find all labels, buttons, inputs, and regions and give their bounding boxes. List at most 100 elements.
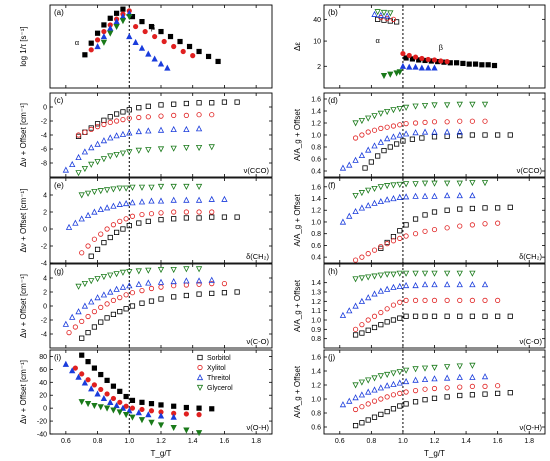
data-point — [339, 401, 347, 408]
panel-e: -4 -2 0 2 4 Δν + Offset [cm⁻¹] (e) δ(CH₂) — [19, 177, 273, 268]
data-point — [371, 414, 378, 420]
data-point — [383, 371, 391, 378]
data-point — [377, 184, 384, 191]
series-threitol — [339, 192, 476, 225]
data-point — [117, 399, 123, 405]
data-point — [84, 401, 92, 408]
data-point — [374, 9, 381, 16]
data-point — [495, 390, 501, 397]
data-point — [365, 202, 372, 209]
data-point — [88, 126, 94, 132]
data-point — [418, 64, 426, 71]
data-point — [421, 180, 429, 187]
data-point — [91, 188, 98, 196]
data-point — [221, 195, 228, 202]
data-point — [148, 298, 155, 304]
data-point — [170, 145, 177, 152]
data-point — [377, 138, 384, 145]
series-xylitol — [72, 365, 202, 418]
data-point — [183, 404, 189, 411]
data-point — [403, 222, 409, 228]
y-tick-label: -20 — [37, 419, 47, 426]
data-point — [107, 114, 113, 120]
data-point — [136, 114, 142, 121]
data-point — [358, 190, 366, 197]
data-point — [359, 404, 365, 410]
legend-label-threitol: Threitol — [207, 375, 231, 382]
data-point — [365, 388, 372, 395]
data-point — [481, 101, 489, 108]
data-point — [97, 404, 104, 411]
x-tick-label: 1.8 — [524, 438, 534, 445]
data-point — [129, 290, 136, 296]
data-point — [390, 238, 397, 244]
data-point — [148, 184, 155, 191]
panel-j: 0.6 0.8 1.0 1.2 1.4 1.6 1.8 0.6 0.8 1.0 1.2 1.4 1.6 A… — [293, 349, 546, 445]
data-point — [469, 192, 476, 199]
data-point — [170, 278, 177, 285]
data-point — [171, 43, 177, 50]
data-point — [403, 401, 409, 407]
data-point — [431, 128, 438, 135]
data-point — [425, 64, 432, 71]
data-point — [126, 115, 132, 121]
panel-tag: (h) — [328, 267, 338, 276]
data-point — [91, 402, 98, 410]
data-point — [195, 125, 203, 132]
data-point — [91, 324, 97, 330]
data-point — [177, 38, 183, 45]
data-point — [100, 137, 108, 144]
data-point — [100, 39, 108, 46]
data-point — [196, 215, 202, 221]
data-point — [196, 281, 202, 287]
data-point — [431, 270, 438, 277]
data-point — [157, 422, 165, 429]
data-point — [457, 384, 463, 390]
y-tick-label: 0.4 — [311, 169, 321, 176]
y-tick-label: -40 — [37, 432, 47, 439]
data-point — [485, 62, 491, 68]
data-point — [116, 185, 123, 192]
y-tick-label: -2 — [41, 244, 47, 251]
data-point — [482, 297, 488, 303]
data-point — [103, 405, 111, 412]
data-point — [101, 121, 107, 128]
data-point — [394, 141, 400, 147]
data-point — [444, 394, 450, 400]
data-point — [378, 396, 384, 402]
series-xylitol — [79, 209, 215, 256]
y-tick-label: -6 — [41, 147, 47, 154]
data-point — [359, 330, 365, 336]
y-tick-label: 0.8 — [311, 145, 321, 152]
data-point — [114, 10, 120, 16]
data-point — [469, 297, 475, 303]
y-tick-label: 2 — [317, 64, 321, 71]
legend-marker-threitol — [196, 374, 204, 381]
data-point — [78, 192, 85, 199]
data-point — [116, 409, 123, 416]
panel-b: 2 10 40 Δε (b) α β — [293, 4, 546, 89]
data-point — [412, 103, 419, 110]
data-point — [123, 403, 129, 409]
data-point — [431, 364, 438, 371]
data-point — [431, 281, 438, 288]
data-point — [362, 165, 368, 171]
data-point — [88, 47, 94, 53]
data-point — [97, 205, 104, 213]
data-point — [421, 103, 429, 110]
data-point — [368, 159, 374, 165]
data-point — [346, 161, 353, 168]
data-point — [79, 250, 85, 256]
data-point — [110, 407, 117, 414]
data-point — [358, 297, 366, 304]
data-point — [352, 332, 359, 338]
data-point — [358, 204, 366, 211]
data-point — [358, 275, 366, 282]
data-point — [142, 28, 148, 35]
data-point — [81, 148, 89, 155]
data-point — [161, 38, 167, 45]
x-tick-label: 1.6 — [220, 438, 230, 445]
data-point — [114, 229, 120, 235]
data-point — [431, 375, 438, 382]
y-tick-label: 0.8 — [311, 411, 321, 418]
